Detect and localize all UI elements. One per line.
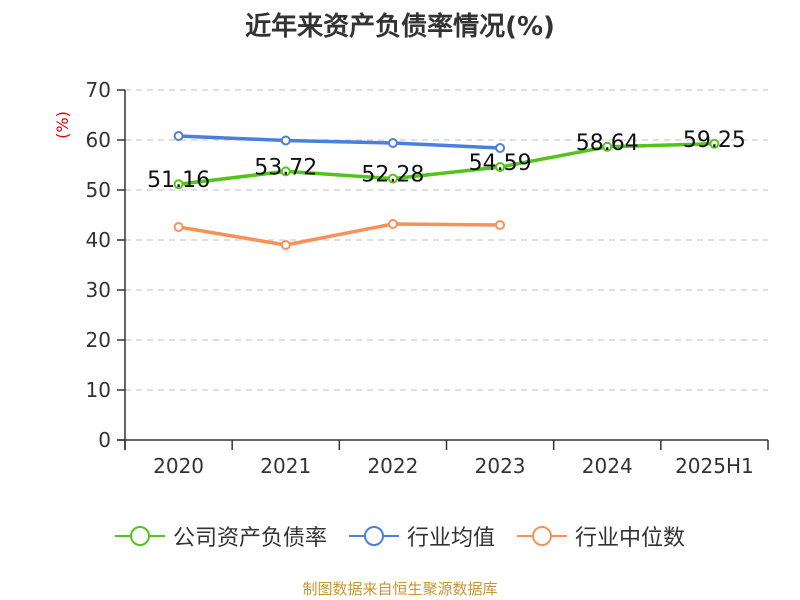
data-point[interactable]	[387, 219, 398, 229]
data-label: 54.59	[469, 151, 532, 176]
series-line	[178, 222, 501, 247]
legend-item-company[interactable]: 公司资产负债率	[114, 520, 327, 552]
data-source-note: 制图数据来自恒生聚源数据库	[302, 580, 498, 598]
legend-label: 行业均值	[406, 526, 495, 551]
y-tick-label: 30	[86, 278, 111, 302]
x-tick-label: 2022	[367, 454, 418, 478]
legend-median-line-icon	[517, 526, 567, 546]
data-point[interactable]	[709, 138, 720, 149]
data-point[interactable]	[280, 166, 291, 177]
data-point[interactable]	[387, 173, 398, 184]
data-point[interactable]	[280, 135, 291, 146]
data-point[interactable]	[495, 220, 506, 230]
data-label: 51.16	[147, 168, 210, 193]
series-line	[178, 142, 715, 186]
y-tick-label: 10	[86, 378, 111, 402]
series-line	[178, 134, 501, 150]
legend-label: 公司资产负债率	[172, 526, 327, 551]
data-point[interactable]	[173, 179, 184, 190]
data-label: 58.64	[576, 131, 639, 156]
y-tick-label: 20	[86, 328, 111, 352]
y-tick-label: 60	[86, 128, 111, 152]
y-tick-label: 70	[86, 78, 111, 102]
data-point[interactable]	[495, 162, 506, 173]
legend-company-line-icon	[114, 526, 165, 546]
y-tick-label: 50	[86, 178, 111, 202]
data-point[interactable]	[173, 131, 184, 141]
legend-label: 行业中位数	[575, 526, 686, 551]
line-chart: 0 10 20 30 40 50 60 70 (%) 2020 2021 2022 2023 2024 20…	[53, 78, 769, 478]
data-point[interactable]	[602, 141, 613, 152]
legend-avg-line-icon	[348, 526, 399, 546]
data-label: 53.72	[254, 155, 317, 180]
legend: 公司资产负债率 行业均值 行业中位数	[0, 520, 800, 552]
data-label: 52.28	[361, 163, 424, 188]
y-tick-label: 0	[98, 428, 111, 452]
x-tick-label: 2024	[582, 454, 633, 478]
data-label: 59.25	[683, 128, 746, 153]
data-point[interactable]	[173, 222, 184, 232]
chart-title: 近年来资产负债率情况(%)	[245, 12, 555, 42]
data-point[interactable]	[387, 138, 398, 148]
x-tick-label: 2025H1	[675, 454, 754, 478]
x-tick-label: 2023	[475, 454, 526, 478]
data-point[interactable]	[495, 143, 506, 153]
legend-item-industry-avg[interactable]: 行业均值	[348, 520, 495, 552]
data-point[interactable]	[280, 240, 291, 250]
y-tick-label: 40	[86, 228, 111, 252]
legend-item-industry-median[interactable]: 行业中位数	[517, 520, 685, 552]
x-tick-label: 2021	[260, 454, 311, 478]
y-axis-unit-label: (%)	[53, 111, 72, 139]
x-tick-label: 2020	[153, 454, 204, 478]
